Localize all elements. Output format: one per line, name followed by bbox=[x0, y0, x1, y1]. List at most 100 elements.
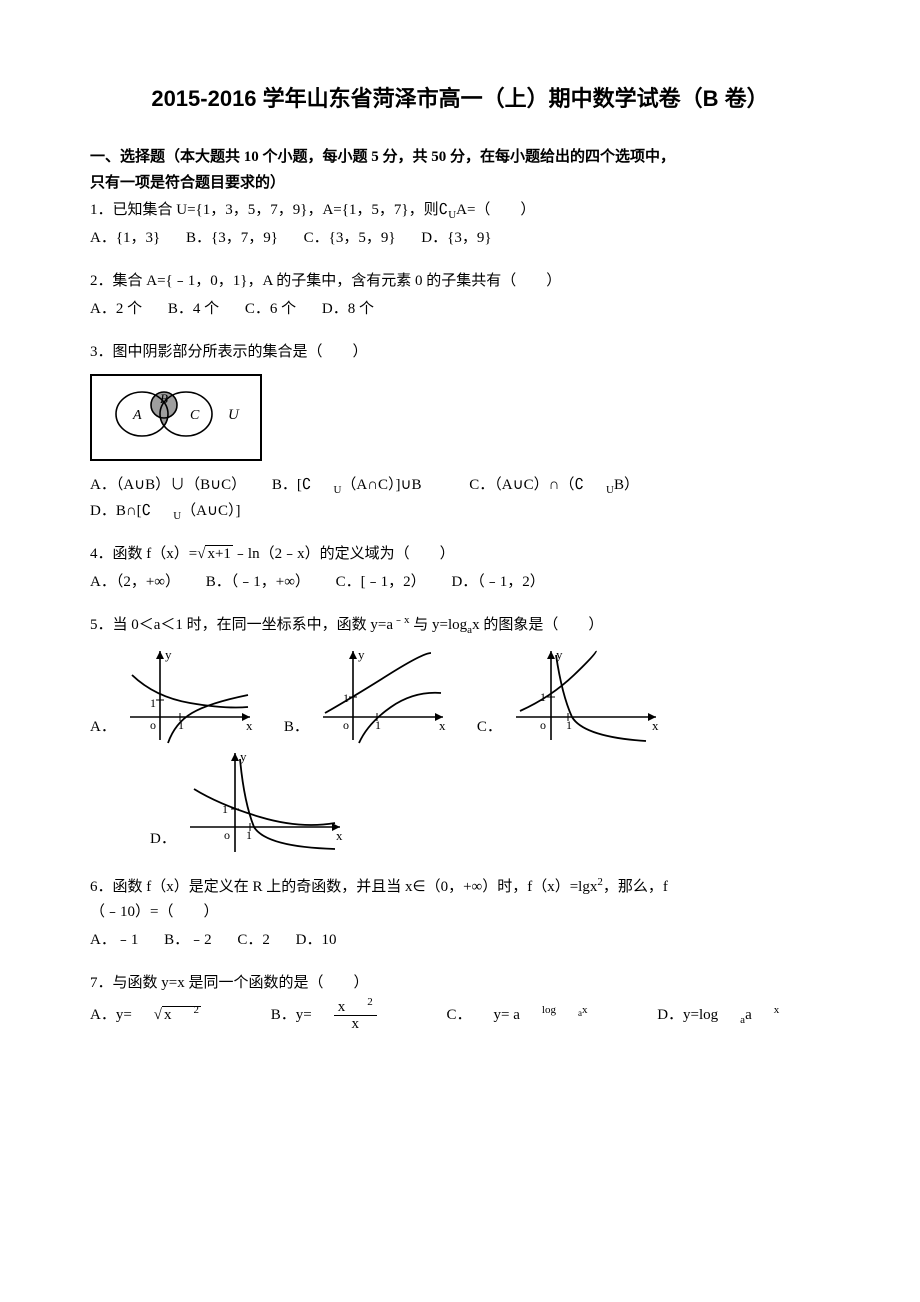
venn-label-a: A bbox=[132, 408, 142, 423]
q4-option-a: A．（2，+∞） bbox=[90, 574, 180, 590]
q5-label-c: C． bbox=[477, 715, 502, 745]
question-5-graphs: A． y x o 1 1 B． bbox=[90, 645, 830, 745]
q5-svg-c: y x o 1 1 bbox=[506, 645, 666, 745]
q7-option-b: B．y=x2x bbox=[271, 1007, 425, 1023]
q4-pre: 4．函数 f（x）= bbox=[90, 546, 197, 562]
svg-text:x: x bbox=[439, 718, 446, 733]
question-7-text: 7．与函数 y=x 是同一个函数的是（ ） bbox=[90, 971, 830, 997]
q3d-pre: D．B∩[∁ bbox=[90, 503, 151, 519]
q5-pre: 5．当 0＜a＜1 时，在同一坐标系中，函数 y=a bbox=[90, 617, 393, 633]
question-6: 6．函数 f（x）是定义在 R 上的奇函数，并且当 x∈（0，+∞）时，f（x）… bbox=[90, 875, 830, 954]
svg-text:y: y bbox=[358, 647, 365, 662]
q7a-sqrt-arg: x bbox=[164, 1007, 172, 1023]
question-4-text: 4．函数 f（x）=√x+1﹣ln（2﹣x）的定义域为（ ） bbox=[90, 542, 830, 568]
question-4-options: A．（2，+∞） B．（﹣1，+∞） C．[﹣1，2） D．（﹣1，2） bbox=[90, 570, 830, 596]
q5-graph-a: A． y x o 1 1 bbox=[90, 645, 260, 745]
q6-option-b: B．﹣2 bbox=[164, 932, 212, 948]
question-7: 7．与函数 y=x 是同一个函数的是（ ） A．y=√x2 B．y=x2x C．… bbox=[90, 971, 830, 1033]
question-3-text: 3．图中阴影部分所表示的集合是（ ） bbox=[90, 340, 830, 366]
question-5-graphs-row2: D． y x o 1 1 bbox=[150, 747, 830, 857]
question-3: 3．图中阴影部分所表示的集合是（ ） A B C U A．（A∪B）∪（B∪C）… bbox=[90, 340, 830, 524]
q3-option-b: B．[∁U（A∩C）]∪B bbox=[272, 477, 444, 493]
venn-label-c: C bbox=[190, 408, 200, 423]
q4-post: ﹣ln（2﹣x）的定义域为（ ） bbox=[233, 546, 455, 562]
q6-l1-pre: 6．函数 f（x）是定义在 R 上的奇函数，并且当 x∈（0，+∞）时，f（x）… bbox=[90, 879, 597, 895]
q1-option-d: D．{3，9} bbox=[421, 230, 491, 246]
section-1-header: 一、选择题（本大题共 10 个小题，每小题 5 分，共 50 分，在每小题给出的… bbox=[90, 145, 830, 196]
q1-option-c: C．{3，5，9} bbox=[304, 230, 396, 246]
svg-text:1: 1 bbox=[150, 696, 156, 710]
q7d-pre: D．y=log bbox=[657, 1007, 718, 1023]
q7b-den: x bbox=[334, 1016, 377, 1033]
q1-sub: U bbox=[448, 209, 456, 221]
svg-text:o: o bbox=[343, 718, 349, 732]
venn-diagram-box: A B C U bbox=[90, 374, 262, 462]
svg-text:o: o bbox=[150, 718, 156, 732]
question-2: 2．集合 A={﹣1，0，1}，A 的子集中，含有元素 0 的子集共有（ ） A… bbox=[90, 269, 830, 322]
q7b-num: x bbox=[338, 999, 346, 1015]
q7d-mid: a bbox=[745, 1007, 752, 1023]
svg-text:1: 1 bbox=[246, 828, 252, 842]
q7a-sqrt-sup: 2 bbox=[194, 1004, 200, 1016]
q5-label-d: D． bbox=[150, 827, 176, 857]
svg-text:x: x bbox=[336, 828, 343, 843]
question-2-text: 2．集合 A={﹣1，0，1}，A 的子集中，含有元素 0 的子集共有（ ） bbox=[90, 269, 830, 295]
q3d-mid: （A∪C）] bbox=[181, 503, 240, 519]
q7c-sup-post: x bbox=[582, 1004, 588, 1016]
q6-option-a: A．﹣1 bbox=[90, 932, 138, 948]
q7b-pre: B．y= bbox=[271, 1007, 312, 1023]
q7-option-a: A．y=√x2 bbox=[90, 1007, 249, 1023]
q7b-frac: x 2 x bbox=[334, 999, 399, 1033]
question-1: 1．已知集合 U={1，3，5，7，9}，A={1，5，7}，则∁UA=（ ） … bbox=[90, 198, 830, 251]
q3b-mid: （A∩C）]∪B bbox=[341, 477, 421, 493]
q7a-sqrt: √x2 bbox=[154, 1007, 223, 1023]
section-1-line2: 只有一项是符合题目要求的） bbox=[90, 175, 285, 191]
section-1-line1: 一、选择题（本大题共 10 个小题，每小题 5 分，共 50 分，在每小题给出的… bbox=[90, 149, 675, 165]
q3-option-c: C．（A∪C）∩（∁ UB） bbox=[469, 477, 661, 493]
svg-text:1: 1 bbox=[566, 718, 572, 732]
q6-l1-post: ，那么，f bbox=[603, 879, 668, 895]
q1-text-part2: A=（ ） bbox=[456, 202, 535, 218]
q5-svg-b: y x o 1 1 bbox=[313, 645, 453, 745]
q7-option-c: C． y= alogax bbox=[447, 1007, 636, 1023]
question-5-text: 5．当 0＜a＜1 时，在同一坐标系中，函数 y=a﹣x 与 y=logax 的… bbox=[90, 613, 830, 639]
q5-label-b: B． bbox=[284, 715, 309, 745]
q5-svg-d: y x o 1 1 bbox=[180, 747, 350, 857]
q7c-expr: y= alogax bbox=[494, 1007, 610, 1023]
q2-option-c: C．6 个 bbox=[245, 301, 296, 317]
q1-option-a: A．{1，3} bbox=[90, 230, 160, 246]
q3-option-a: A．（A∪B）∪（B∪C） bbox=[90, 477, 246, 493]
question-3-options: A．（A∪B）∪（B∪C） B．[∁U（A∩C）]∪B C．（A∪C）∩（∁UB… bbox=[90, 473, 830, 524]
q6-l2: （﹣10）=（ ） bbox=[90, 904, 218, 920]
q5-sup1: ﹣x bbox=[393, 614, 410, 626]
q1-option-b: B．{3，7，9} bbox=[186, 230, 278, 246]
q4-option-d: D．（﹣1，2） bbox=[451, 574, 544, 590]
page-title: 2015-2016 学年山东省菏泽市高一（上）期中数学试卷（B 卷） bbox=[90, 80, 830, 117]
svg-text:y: y bbox=[165, 647, 172, 662]
q3c-sub: U bbox=[606, 484, 614, 496]
q1-text-part1: 1．已知集合 U={1，3，5，7，9}，A={1，5，7}，则∁ bbox=[90, 202, 448, 218]
q5-label-a: A． bbox=[90, 715, 116, 745]
q5-mid: 与 y=log bbox=[410, 617, 468, 633]
venn-label-b: B bbox=[160, 391, 168, 406]
question-5: 5．当 0＜a＜1 时，在同一坐标系中，函数 y=a﹣x 与 y=logax 的… bbox=[90, 613, 830, 857]
q2-option-d: D．8 个 bbox=[322, 301, 374, 317]
q7c-pre: C． bbox=[447, 1007, 472, 1023]
q2-option-a: A．2 个 bbox=[90, 301, 142, 317]
question-6-options: A．﹣1 B．﹣2 C．2 D．10 bbox=[90, 928, 830, 954]
venn-label-u: U bbox=[228, 407, 240, 423]
question-1-options: A．{1，3} B．{3，7，9} C．{3，5，9} D．{3，9} bbox=[90, 226, 830, 252]
question-1-text: 1．已知集合 U={1，3，5，7，9}，A={1，5，7}，则∁UA=（ ） bbox=[90, 198, 830, 224]
q5-post: x 的图象是（ ） bbox=[472, 617, 603, 633]
q5-svg-a: y x o 1 1 bbox=[120, 645, 260, 745]
q3c-pre: C．（A∪C）∩（∁ bbox=[469, 477, 584, 493]
q3c-mid: B） bbox=[614, 477, 639, 493]
q7c-sup-pre: log bbox=[542, 1004, 556, 1016]
q4-sqrt: √x+1 bbox=[197, 545, 233, 562]
q7b-num-sup: 2 bbox=[367, 996, 373, 1008]
question-7-options: A．y=√x2 B．y=x2x C．y= alogax D．y=logaax bbox=[90, 999, 830, 1033]
q2-option-b: B．4 个 bbox=[168, 301, 219, 317]
q7d-sup: x bbox=[774, 1004, 780, 1016]
q3b-pre: B．[∁ bbox=[272, 477, 312, 493]
q5-graph-c: C． y x o 1 1 bbox=[477, 645, 666, 745]
